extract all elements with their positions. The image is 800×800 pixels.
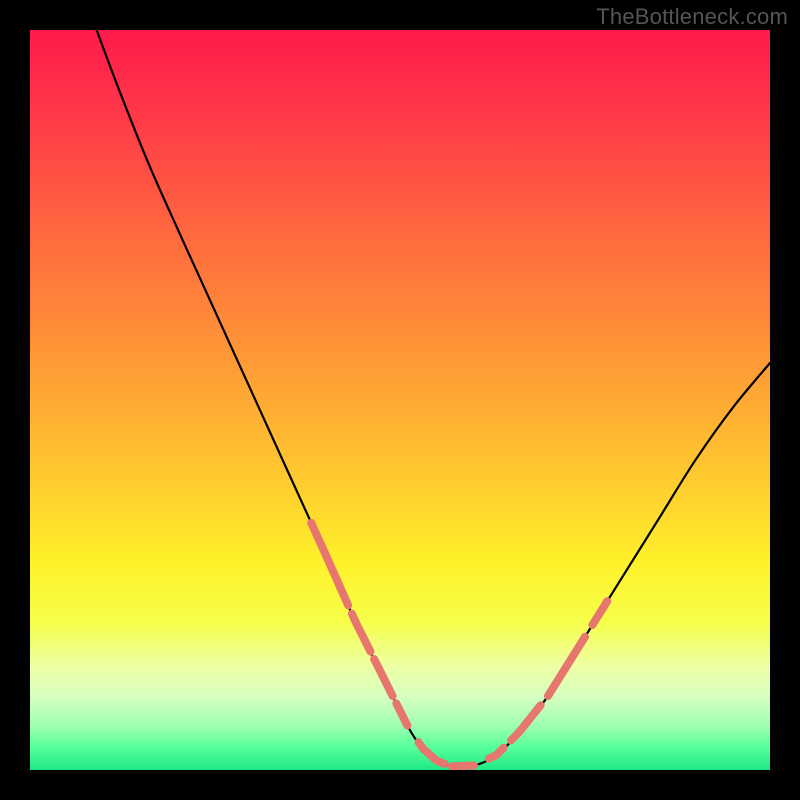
chart-canvas	[0, 0, 800, 800]
chart-stage: TheBottleneck.com	[0, 0, 800, 800]
highlight-segment-6	[452, 766, 474, 767]
plot-background-gradient	[30, 30, 770, 770]
watermark-text: TheBottleneck.com	[596, 4, 788, 30]
